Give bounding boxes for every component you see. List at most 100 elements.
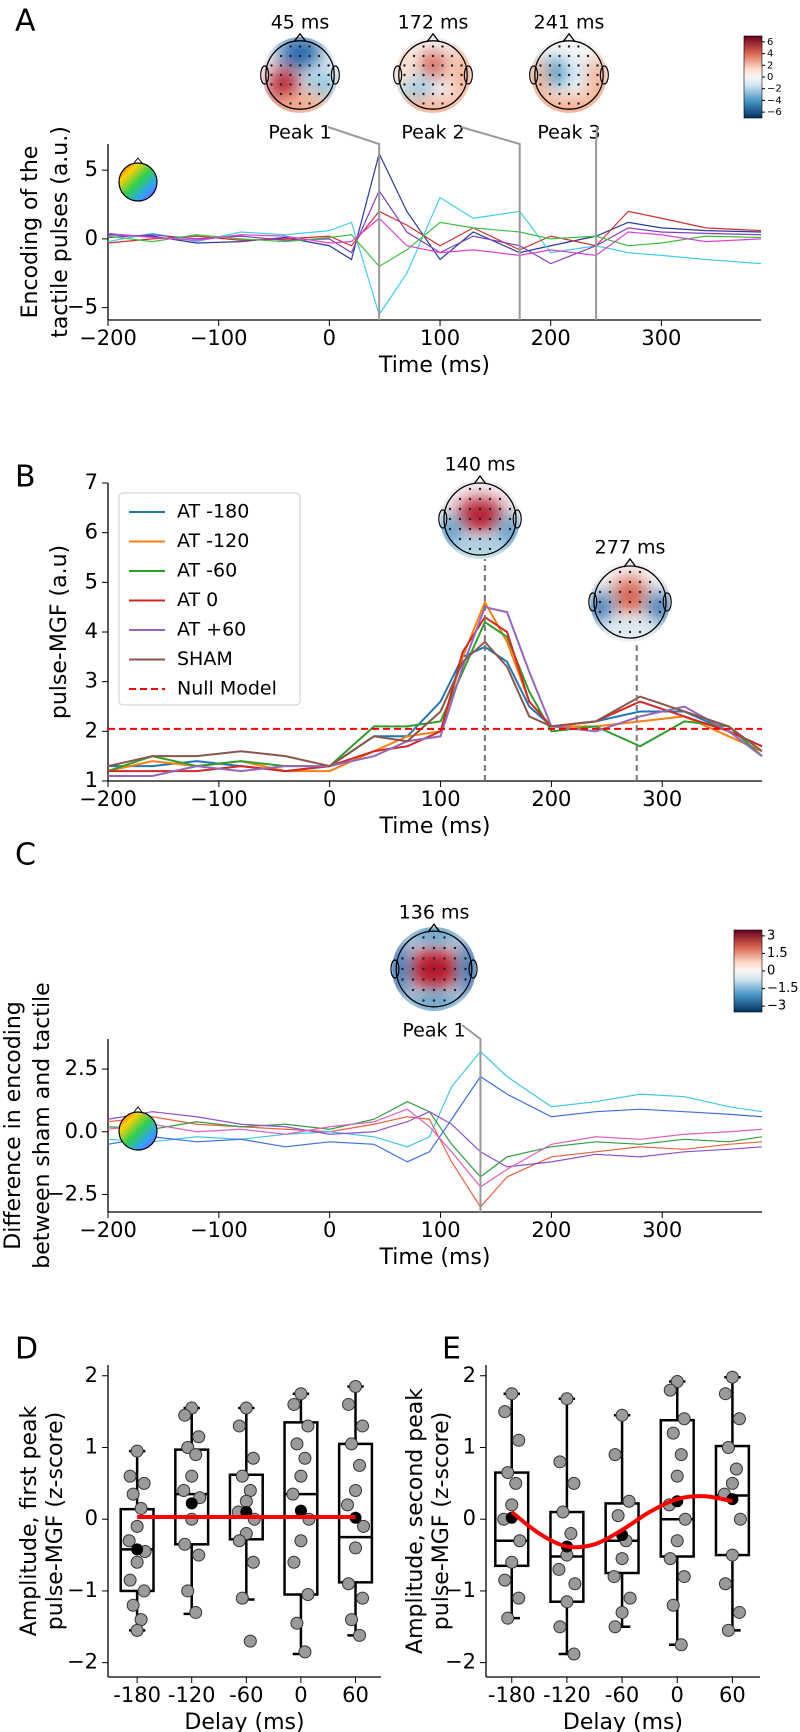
sensor-dot bbox=[548, 92, 552, 96]
colorbar-tick-label: 0 bbox=[767, 72, 773, 83]
subject-point bbox=[189, 1605, 203, 1619]
peak-name: Peak 1 bbox=[402, 1020, 465, 1042]
sensor-dot bbox=[488, 497, 492, 501]
subject-point bbox=[677, 1570, 691, 1584]
x-tick-label: 0 bbox=[671, 1683, 684, 1707]
sensor-dot bbox=[453, 957, 457, 960]
sensor-dot bbox=[289, 92, 292, 96]
x-tick-label: 100 bbox=[420, 1218, 460, 1242]
series-line bbox=[107, 1050, 763, 1148]
series-line bbox=[107, 196, 762, 316]
subject-point bbox=[567, 1476, 581, 1490]
y-tick-label: 0 bbox=[463, 1506, 476, 1530]
sensor-dot bbox=[618, 630, 622, 634]
y-tick-label: 2 bbox=[85, 718, 98, 742]
sensor-dot bbox=[289, 54, 292, 58]
colorbar-tick-label: −6 bbox=[767, 107, 782, 118]
sensor-dot bbox=[508, 507, 512, 511]
y-tick-label: −1 bbox=[67, 1578, 98, 1602]
series-line bbox=[107, 217, 762, 256]
subject-point bbox=[341, 1498, 355, 1512]
x-tick-label: 0 bbox=[323, 1218, 336, 1242]
sensor-dot bbox=[308, 92, 311, 96]
icon-nose bbox=[133, 157, 143, 164]
subject-point bbox=[607, 1570, 621, 1584]
subject-point bbox=[611, 1509, 625, 1523]
subject-point bbox=[670, 1469, 684, 1483]
sensor-dot bbox=[308, 102, 311, 105]
sensor-dot bbox=[327, 64, 330, 67]
subject-point bbox=[677, 1412, 691, 1426]
sensor-dot bbox=[498, 497, 502, 501]
topomap bbox=[440, 479, 520, 559]
sensor-dot bbox=[431, 92, 435, 96]
subject-point bbox=[130, 1519, 144, 1533]
sensor-dot bbox=[628, 620, 632, 624]
sensor-dot bbox=[441, 102, 444, 105]
sensor-dot bbox=[411, 967, 415, 971]
head-outline bbox=[265, 40, 335, 110]
sensor-dot bbox=[422, 92, 425, 96]
x-tick-label: 0 bbox=[294, 1683, 307, 1707]
sensor-dot bbox=[658, 610, 662, 614]
subject-point bbox=[356, 1419, 370, 1433]
sensor-dot bbox=[298, 64, 302, 67]
subject-point bbox=[290, 1437, 304, 1451]
sensor-dot bbox=[411, 957, 415, 960]
sensor-dot bbox=[450, 83, 454, 86]
subject-point bbox=[298, 1645, 312, 1659]
x-axis-label: Time (ms) bbox=[378, 353, 490, 378]
topomap-blob bbox=[531, 59, 547, 111]
sensor-dot bbox=[464, 957, 467, 960]
sensor-dot bbox=[586, 73, 590, 77]
subject-point bbox=[498, 1573, 512, 1587]
sensor-dot bbox=[298, 102, 302, 105]
subject-point bbox=[721, 1440, 735, 1454]
sensor-dot bbox=[539, 64, 542, 67]
sensor-dot bbox=[638, 570, 642, 574]
series-line bbox=[107, 1116, 763, 1208]
mean-dot bbox=[240, 1506, 253, 1519]
legend-label: AT -60 bbox=[177, 560, 237, 582]
x-axis-label: Time (ms) bbox=[379, 814, 491, 839]
sensor-dot bbox=[441, 64, 444, 67]
subject-point bbox=[663, 1383, 677, 1397]
sensor-dot bbox=[539, 83, 542, 86]
sensor-dot bbox=[577, 64, 580, 67]
sensor-dot bbox=[422, 967, 425, 971]
x-axis-label: Time (ms) bbox=[379, 1245, 491, 1270]
sensor-dot bbox=[567, 54, 571, 58]
sensor-dot bbox=[279, 92, 283, 96]
subject-point bbox=[181, 1584, 195, 1598]
sensor-layout-icon bbox=[118, 162, 158, 202]
sensor-dot bbox=[308, 73, 311, 77]
subject-point bbox=[243, 1484, 257, 1498]
sensor-dot bbox=[289, 102, 292, 105]
mean-dot bbox=[294, 1504, 307, 1517]
topomap-blob bbox=[404, 993, 464, 1011]
colorbar bbox=[733, 929, 763, 1013]
y-axis-label: pulse-MGF (a.u) bbox=[47, 545, 72, 719]
legend-label: Null Model bbox=[177, 678, 277, 700]
sensor-dot bbox=[432, 957, 436, 960]
subject-point bbox=[501, 1611, 515, 1625]
sensor-dot bbox=[468, 527, 472, 531]
series-line bbox=[107, 210, 762, 251]
sensor-dot bbox=[422, 73, 425, 77]
head-ear bbox=[512, 509, 522, 529]
sensor-dot bbox=[608, 590, 612, 594]
sensor-dot bbox=[464, 978, 467, 981]
x-tick-label: 300 bbox=[642, 1218, 682, 1242]
subject-point bbox=[123, 1469, 137, 1483]
topomap-blob bbox=[612, 576, 648, 616]
peak-time-label: 241 ms bbox=[534, 12, 605, 34]
sensor-dot bbox=[298, 83, 302, 86]
sensor-dot bbox=[468, 507, 472, 511]
sensor-dot bbox=[638, 600, 642, 604]
y-tick-label: 6 bbox=[85, 520, 98, 544]
sensor-dot bbox=[596, 73, 599, 77]
subject-point bbox=[243, 1634, 257, 1648]
sensor-dot bbox=[586, 54, 590, 58]
sensor-dot bbox=[648, 620, 652, 624]
